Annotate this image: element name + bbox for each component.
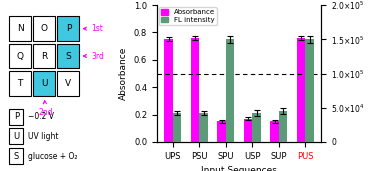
Text: 2nd: 2nd	[39, 101, 53, 117]
X-axis label: Input Sequences: Input Sequences	[201, 166, 277, 171]
Bar	[253, 113, 261, 142]
Text: T: T	[17, 79, 23, 88]
Text: −0.2 V: −0.2 V	[28, 112, 54, 121]
Text: UV light: UV light	[28, 132, 59, 141]
FancyBboxPatch shape	[9, 128, 23, 144]
FancyBboxPatch shape	[9, 44, 31, 68]
FancyBboxPatch shape	[57, 16, 79, 41]
Text: S: S	[14, 152, 19, 161]
Bar	[164, 39, 173, 142]
Text: glucose + O₂: glucose + O₂	[28, 152, 77, 161]
Bar	[173, 113, 181, 142]
Bar	[217, 121, 226, 142]
Text: N: N	[17, 24, 23, 33]
Text: Q: Q	[17, 51, 23, 61]
FancyBboxPatch shape	[9, 109, 23, 125]
Bar	[191, 38, 199, 142]
Text: 1st: 1st	[84, 24, 103, 33]
Text: U: U	[41, 79, 48, 88]
Text: P: P	[66, 24, 71, 33]
Y-axis label: Absorbance: Absorbance	[119, 47, 129, 100]
Bar	[279, 111, 287, 142]
FancyBboxPatch shape	[33, 44, 55, 68]
Text: S: S	[65, 51, 71, 61]
Bar	[226, 39, 234, 142]
Bar	[244, 119, 253, 142]
Text: P: P	[14, 112, 19, 121]
Text: O: O	[41, 24, 48, 33]
Text: U: U	[13, 132, 19, 141]
Bar	[199, 113, 208, 142]
Text: R: R	[41, 51, 47, 61]
Bar	[305, 39, 314, 142]
FancyBboxPatch shape	[57, 44, 79, 68]
Bar	[270, 121, 279, 142]
FancyBboxPatch shape	[57, 71, 79, 96]
FancyBboxPatch shape	[9, 148, 23, 164]
Legend: Absorbance, FL intensity: Absorbance, FL intensity	[159, 7, 217, 25]
FancyBboxPatch shape	[33, 71, 55, 96]
FancyBboxPatch shape	[9, 16, 31, 41]
Text: 3rd: 3rd	[84, 51, 104, 61]
Bar	[297, 38, 305, 142]
FancyBboxPatch shape	[9, 71, 31, 96]
FancyBboxPatch shape	[33, 16, 55, 41]
Text: V: V	[65, 79, 71, 88]
